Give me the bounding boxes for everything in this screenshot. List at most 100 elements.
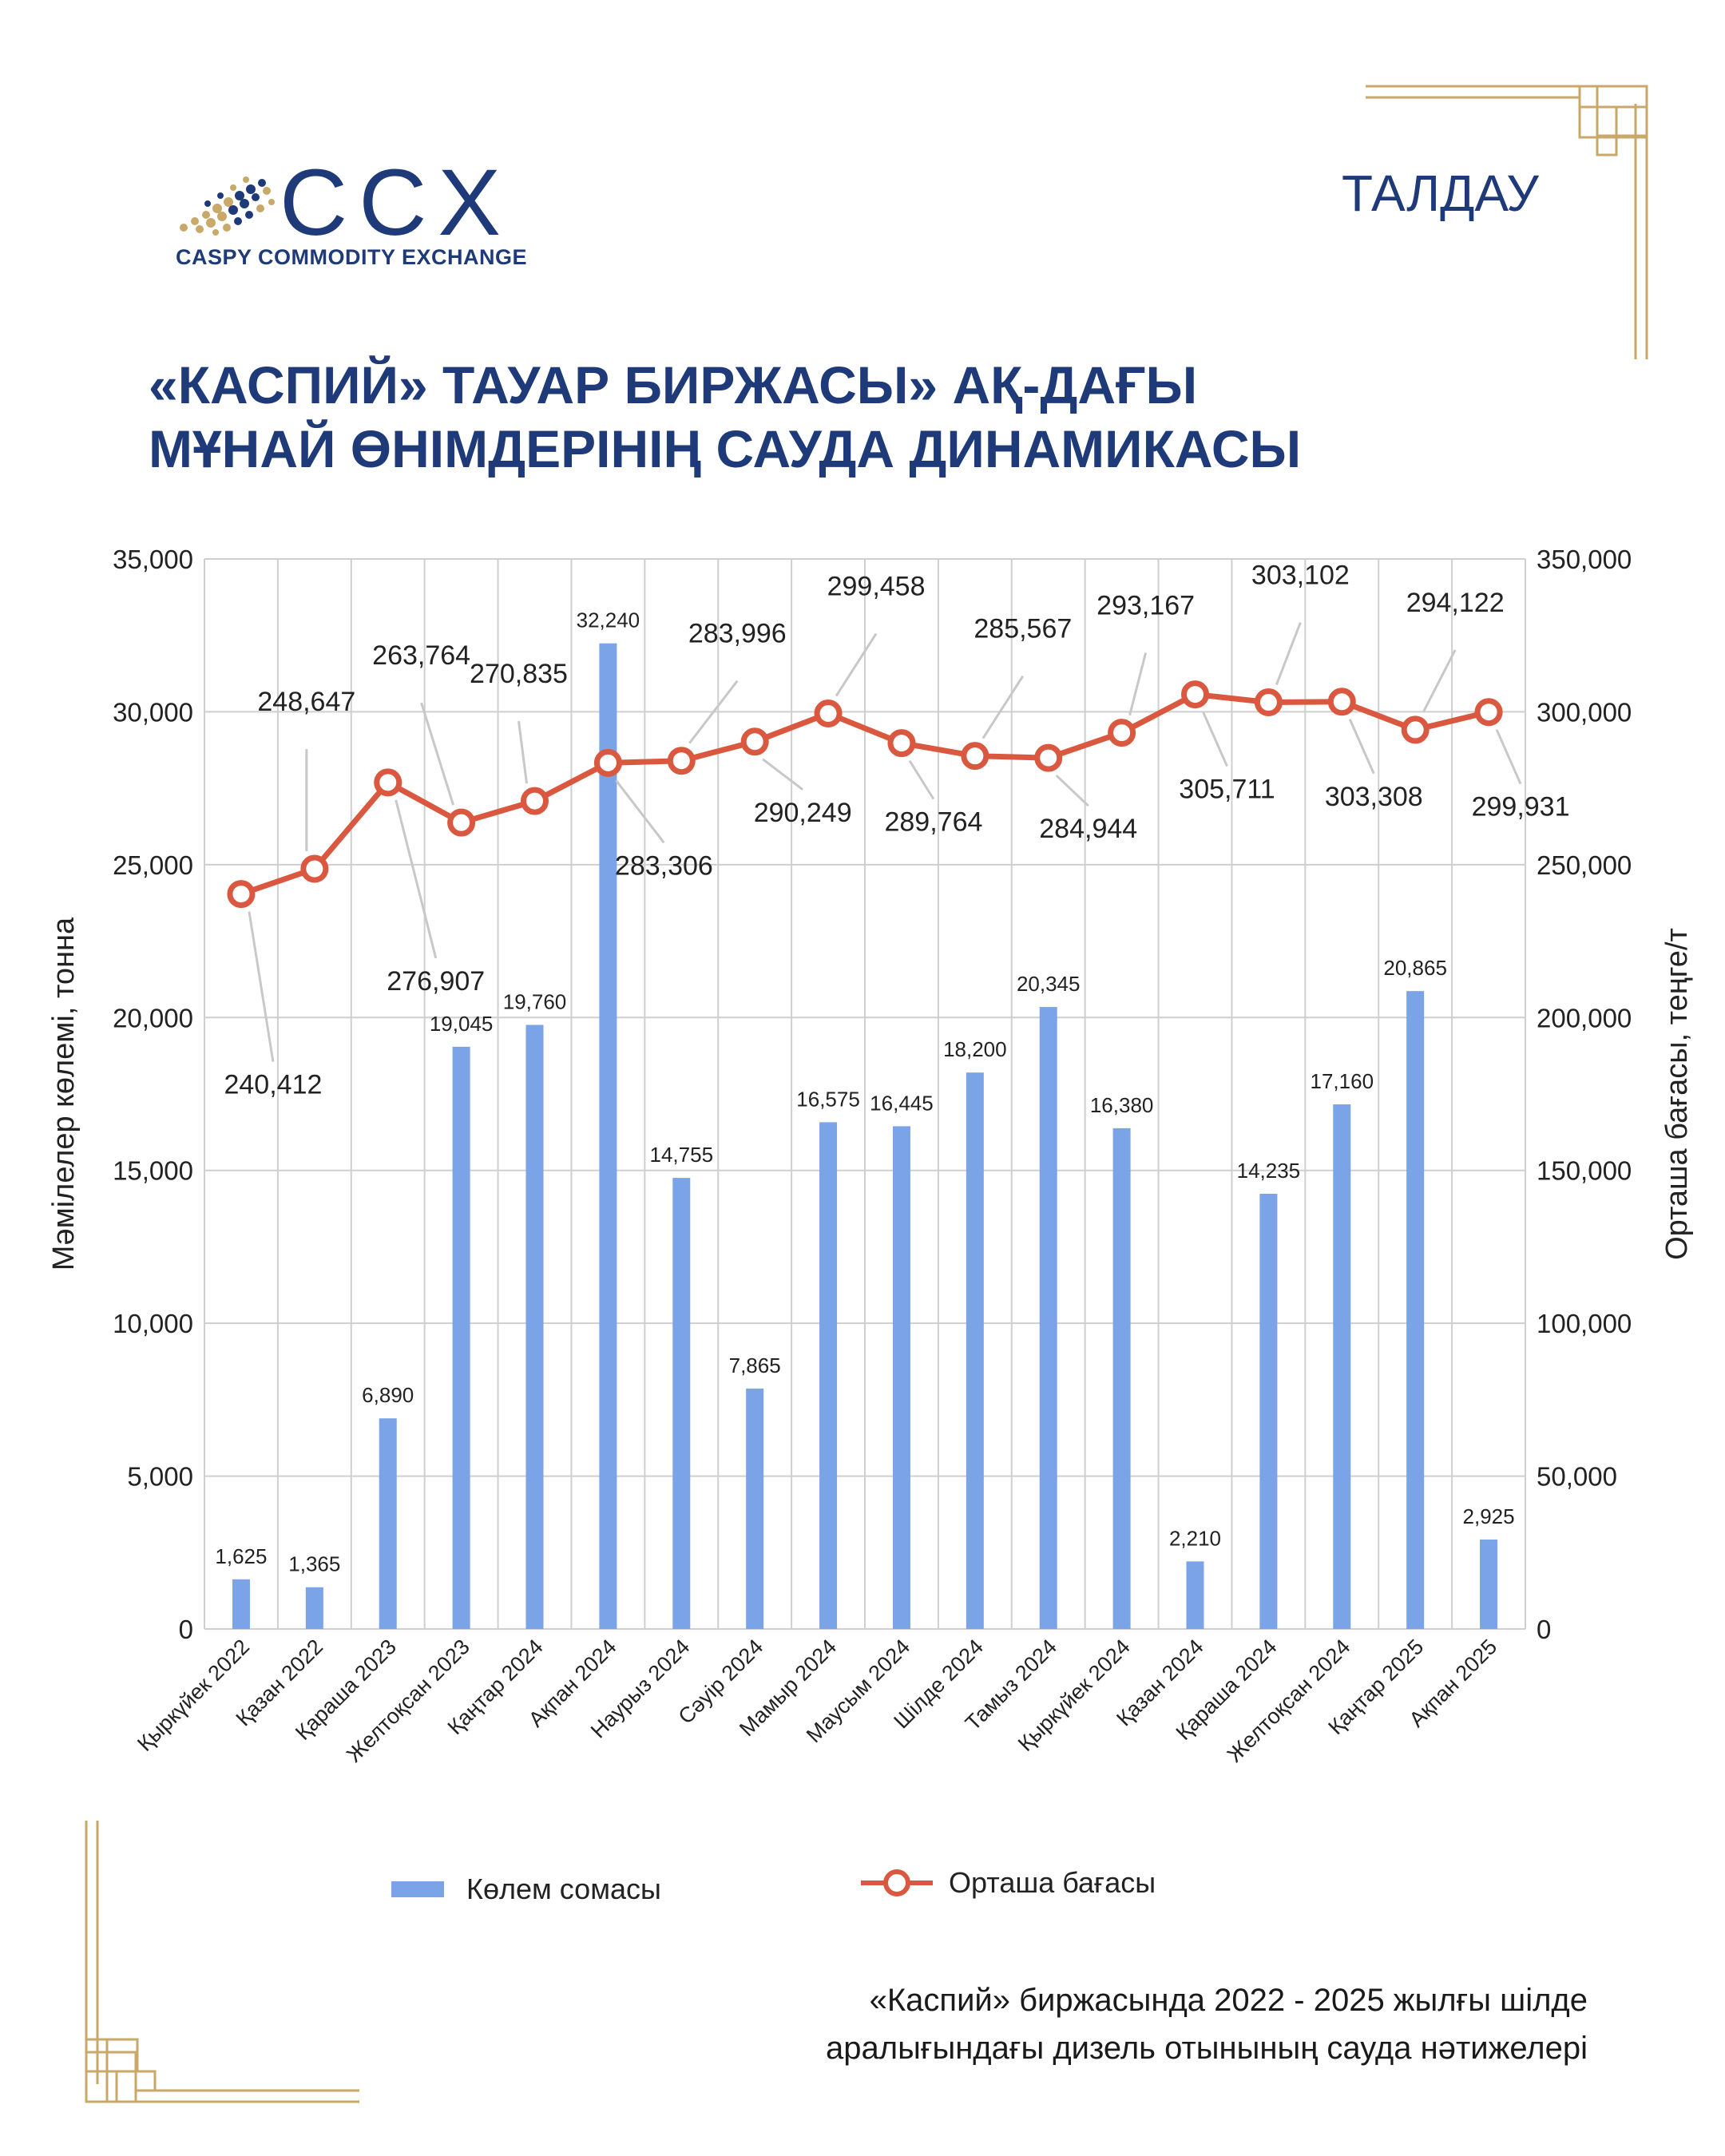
bar xyxy=(1480,1540,1498,1629)
bar xyxy=(1259,1194,1278,1629)
leader-line xyxy=(420,702,455,806)
leader-line xyxy=(1348,719,1375,775)
price-point xyxy=(814,700,843,728)
leader-line xyxy=(1275,622,1302,686)
leader-line xyxy=(1495,729,1522,785)
x-tick-label: Желтоқсан 2024 xyxy=(1223,1635,1355,1767)
x-tick-label: Желтоқсан 2023 xyxy=(342,1635,474,1767)
bar xyxy=(525,1024,544,1629)
bar-data-label: 7,865 xyxy=(729,1353,781,1377)
title-line-2: МҰНАЙ ӨНІМДЕРІНІҢ САУДА ДИНАМИКАСЫ xyxy=(149,419,1302,478)
chart-caption: «Каспий» биржасында 2022 - 2025 жылғы ші… xyxy=(826,1976,1588,2072)
line-data-label: 299,458 xyxy=(827,572,926,602)
leader-line xyxy=(1422,649,1457,713)
price-point xyxy=(1327,688,1356,716)
price-point xyxy=(447,808,476,837)
y2-tick-label: 0 xyxy=(1537,1615,1551,1644)
bar-data-label: 2,925 xyxy=(1463,1504,1515,1528)
bar xyxy=(1186,1561,1204,1629)
leader-line xyxy=(518,720,528,784)
bar xyxy=(672,1178,691,1629)
legend-bar-swatch xyxy=(391,1881,444,1897)
line-data-label: 303,102 xyxy=(1251,561,1350,591)
bar-data-label: 14,755 xyxy=(650,1143,714,1167)
caption-line-1: «Каспий» биржасында 2022 - 2025 жылғы ші… xyxy=(869,1983,1588,2018)
y2-tick-label: 150,000 xyxy=(1537,1156,1632,1186)
line-data-label: 305,711 xyxy=(1179,775,1275,805)
bar xyxy=(966,1072,984,1629)
leader-line xyxy=(615,779,665,844)
line-data-label: 293,167 xyxy=(1096,591,1195,621)
y-axis-title: Мәмілелер көлемі, тонна xyxy=(47,917,81,1270)
leader-line xyxy=(981,675,1025,739)
y-tick-label: 0 xyxy=(179,1615,193,1644)
line-data-label: 294,122 xyxy=(1406,588,1505,618)
leader-line xyxy=(762,758,804,791)
bar-data-label: 32,240 xyxy=(577,608,640,632)
ccx-logo: CCX CASPY COMMODITY EXCHANGE xyxy=(176,156,559,275)
bar-data-label: 18,200 xyxy=(943,1037,1007,1061)
line-data-label: 276,907 xyxy=(387,966,485,997)
leader-line xyxy=(1055,774,1089,807)
bar xyxy=(599,643,617,1629)
y2-tick-label: 50,000 xyxy=(1537,1462,1617,1492)
bar-data-label: 19,760 xyxy=(503,989,567,1013)
combo-chart: 0 5,000 10,000 15,000 20,000 25,000 30,000 35,0… xyxy=(47,545,1694,1767)
y-tick-label: 5,000 xyxy=(127,1462,193,1492)
line-data-label: 303,308 xyxy=(1325,782,1423,812)
line-data-label: 283,996 xyxy=(688,619,787,649)
caption-line-2: аралығындағы дизель отынының сауда нәтиж… xyxy=(826,2031,1588,2066)
legend-label-price: Орташа бағасы xyxy=(949,1866,1156,1899)
price-point xyxy=(1401,715,1430,744)
bar-data-label: 20,345 xyxy=(1017,972,1081,996)
chart-legend: Көлем сомасы Орташа бағасы xyxy=(0,1866,1725,1920)
title-line-1: «КАСПИЙ» ТАУАР БИРЖАСЫ» АҚ-ДАҒЫ xyxy=(149,355,1198,414)
bar xyxy=(892,1126,910,1629)
line-data-label: 263,764 xyxy=(372,640,470,671)
y-tick-label: 10,000 xyxy=(113,1309,193,1338)
legend-item-price: Орташа бағасы xyxy=(861,1866,1156,1900)
y2-tick-label: 250,000 xyxy=(1537,850,1632,880)
price-point xyxy=(374,768,402,797)
legend-line-swatch xyxy=(861,1867,933,1899)
bar xyxy=(1039,1007,1057,1629)
logo-wordmark: CCX xyxy=(280,150,513,256)
bar xyxy=(379,1418,397,1629)
line-data-label: 299,931 xyxy=(1472,792,1570,822)
bar xyxy=(1112,1128,1131,1629)
page-title: «КАСПИЙ» ТАУАР БИРЖАСЫ» АҚ-ДАҒЫ МҰНАЙ ӨН… xyxy=(149,353,1301,481)
bar-data-label: 2,210 xyxy=(1169,1526,1221,1550)
bar-data-label: 16,575 xyxy=(796,1087,860,1111)
price-point xyxy=(1254,688,1283,717)
y-tick-label: 15,000 xyxy=(113,1156,193,1186)
price-point xyxy=(887,729,916,758)
leader-line xyxy=(688,680,739,744)
bar-data-label: 20,865 xyxy=(1383,956,1447,980)
line-data-label: 248,647 xyxy=(257,687,355,717)
bar xyxy=(232,1579,250,1629)
logo-subtitle: CASPY COMMODITY EXCHANGE xyxy=(176,245,528,269)
line-data-label: 240,412 xyxy=(224,1070,322,1100)
bar-data-label: 14,235 xyxy=(1237,1159,1301,1183)
line-data-label: 270,835 xyxy=(470,659,568,689)
bar-data-label: 6,890 xyxy=(362,1383,414,1407)
y-tick-label: 30,000 xyxy=(113,697,193,727)
price-point xyxy=(961,742,989,771)
line-data-label: 284,944 xyxy=(1039,814,1137,844)
bar-data-label: 16,380 xyxy=(1090,1093,1154,1117)
frame-corner-top-right xyxy=(1366,85,1648,359)
bar xyxy=(1406,991,1425,1629)
line-data-label: 289,764 xyxy=(884,807,982,838)
bar xyxy=(746,1388,764,1629)
leader-line xyxy=(908,759,935,800)
price-point xyxy=(1474,698,1503,727)
x-tick-label: Қыркүйек 2022 xyxy=(133,1635,254,1756)
y2-tick-label: 200,000 xyxy=(1537,1003,1632,1032)
bar xyxy=(305,1587,323,1629)
bar-data-label: 16,445 xyxy=(870,1091,934,1115)
legend-item-volume: Көлем сомасы xyxy=(391,1873,661,1906)
y-tick-label: 35,000 xyxy=(113,545,193,574)
y2-axis-title: Орташа бағасы, теңге/т xyxy=(1660,928,1694,1260)
frame-corner-bottom-left xyxy=(85,1821,359,2103)
line-data-label: 285,567 xyxy=(974,614,1072,644)
